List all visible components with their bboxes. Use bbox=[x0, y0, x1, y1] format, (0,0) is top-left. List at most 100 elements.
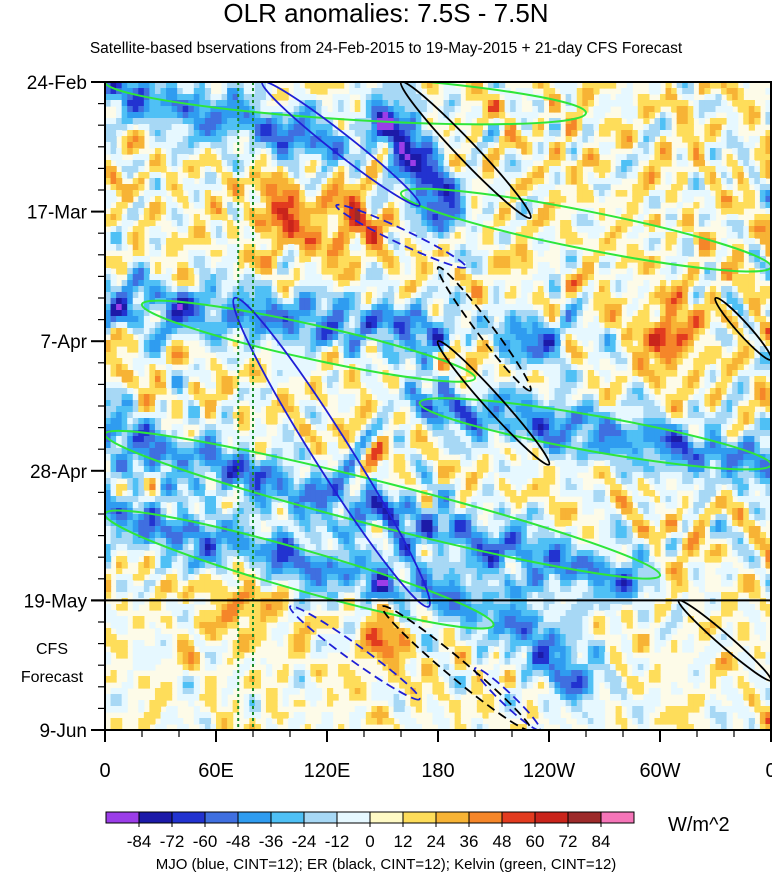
olr-cell bbox=[499, 286, 506, 293]
olr-cell bbox=[127, 148, 134, 155]
olr-cell bbox=[365, 310, 372, 317]
olr-cell bbox=[743, 82, 750, 89]
olr-cell bbox=[671, 328, 678, 335]
olr-cell bbox=[582, 190, 589, 197]
olr-cell bbox=[199, 82, 206, 89]
olr-cell bbox=[732, 142, 739, 149]
olr-cell bbox=[127, 334, 134, 341]
olr-cell bbox=[277, 214, 284, 221]
olr-cell bbox=[376, 100, 384, 107]
olr-cell bbox=[210, 124, 217, 131]
olr-cell bbox=[277, 280, 284, 287]
olr-cell bbox=[571, 178, 578, 185]
olr-cell bbox=[721, 388, 728, 395]
olr-cell bbox=[426, 154, 434, 161]
olr-cell bbox=[349, 352, 356, 359]
olr-cell bbox=[537, 208, 545, 215]
olr-cell bbox=[288, 166, 295, 173]
olr-cell bbox=[193, 328, 200, 335]
olr-cell bbox=[171, 238, 178, 245]
olr-cell bbox=[704, 214, 711, 221]
olr-cell bbox=[665, 262, 672, 269]
olr-cell bbox=[216, 274, 223, 281]
olr-cell bbox=[127, 106, 134, 113]
olr-cell bbox=[610, 322, 617, 329]
olr-cell bbox=[138, 370, 145, 377]
olr-cell bbox=[637, 322, 644, 329]
olr-cell bbox=[327, 112, 334, 119]
olr-cell bbox=[537, 358, 545, 365]
olr-cell bbox=[443, 220, 450, 227]
olr-cell bbox=[210, 304, 217, 311]
olr-cell bbox=[360, 274, 367, 281]
olr-cell bbox=[282, 352, 289, 359]
olr-cell bbox=[604, 82, 611, 89]
olr-cell bbox=[637, 172, 644, 179]
olr-cell bbox=[565, 280, 572, 287]
olr-cell bbox=[216, 148, 223, 155]
olr-cell bbox=[654, 298, 661, 305]
olr-cell bbox=[765, 268, 771, 275]
olr-cell bbox=[449, 352, 456, 359]
olr-cell bbox=[593, 298, 600, 305]
olr-cell bbox=[443, 118, 450, 125]
olr-cell bbox=[471, 394, 478, 401]
olr-cell bbox=[598, 394, 606, 401]
olr-cell bbox=[293, 292, 300, 299]
olr-cell bbox=[737, 100, 744, 107]
olr-cell bbox=[698, 364, 705, 371]
olr-cell bbox=[637, 142, 644, 149]
olr-cell bbox=[687, 250, 694, 257]
olr-cell bbox=[715, 178, 722, 185]
olr-cell bbox=[127, 346, 134, 353]
olr-cell bbox=[238, 292, 245, 299]
olr-cell bbox=[327, 352, 334, 359]
olr-cell bbox=[321, 334, 328, 341]
olr-cell bbox=[554, 106, 561, 113]
olr-cell bbox=[732, 388, 739, 395]
olr-cell bbox=[315, 226, 323, 233]
olr-cell bbox=[615, 226, 622, 233]
olr-cell bbox=[693, 148, 700, 155]
olr-cell bbox=[698, 142, 705, 149]
olr-cell bbox=[521, 292, 528, 299]
olr-cell bbox=[721, 262, 728, 269]
olr-cell bbox=[149, 208, 156, 215]
olr-cell bbox=[382, 328, 389, 335]
olr-cell bbox=[426, 136, 434, 143]
olr-cell bbox=[343, 268, 350, 275]
olr-cell bbox=[105, 124, 112, 131]
olr-cell bbox=[271, 292, 278, 299]
olr-cell bbox=[582, 226, 589, 233]
olr-cell bbox=[338, 226, 345, 233]
olr-cell bbox=[210, 184, 217, 191]
olr-cell bbox=[476, 280, 483, 287]
olr-cell bbox=[221, 154, 228, 161]
olr-cell bbox=[354, 328, 361, 335]
olr-cell bbox=[105, 148, 112, 155]
olr-cell bbox=[465, 88, 472, 95]
olr-cell bbox=[382, 394, 389, 401]
olr-cell bbox=[360, 202, 367, 209]
olr-cell bbox=[227, 178, 234, 185]
olr-cell bbox=[166, 358, 173, 365]
olr-cell bbox=[393, 82, 400, 89]
olr-cell bbox=[132, 364, 139, 371]
olr-cell bbox=[204, 184, 212, 191]
olr-cell bbox=[393, 376, 400, 383]
olr-cell bbox=[288, 172, 295, 179]
olr-cell bbox=[604, 118, 611, 125]
olr-cell bbox=[604, 262, 611, 269]
olr-cell bbox=[304, 370, 311, 377]
olr-cell bbox=[210, 250, 217, 257]
olr-cell bbox=[393, 232, 400, 239]
olr-cell bbox=[393, 310, 400, 317]
olr-cell bbox=[698, 154, 705, 161]
olr-cell bbox=[610, 82, 617, 89]
olr-cell bbox=[227, 154, 234, 161]
olr-cell bbox=[149, 364, 156, 371]
olr-cell bbox=[232, 340, 239, 347]
olr-cell bbox=[626, 130, 633, 137]
olr-cell bbox=[654, 244, 661, 251]
olr-cell bbox=[487, 292, 495, 299]
